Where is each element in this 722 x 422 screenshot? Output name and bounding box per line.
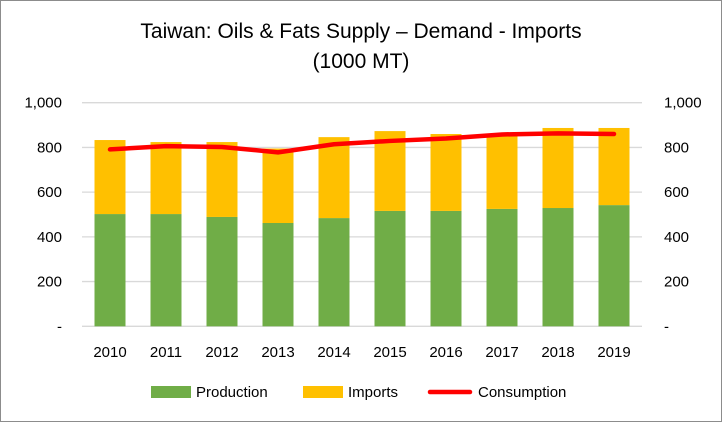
bar-imports — [262, 148, 294, 223]
bar-production — [206, 216, 238, 327]
bar-production — [150, 214, 182, 327]
x-tick-label: 2011 — [150, 344, 182, 361]
bar-imports — [486, 134, 518, 209]
bar-production — [430, 210, 462, 327]
bar-production — [598, 205, 630, 327]
chart-subtitle: (1000 MT) — [312, 50, 410, 73]
x-tick-label: 2019 — [597, 344, 630, 361]
x-tick-label: 2015 — [373, 344, 406, 361]
y-tick-label-left: 200 — [37, 274, 62, 291]
legend-label-consumption: Consumption — [478, 384, 566, 401]
y-tick-label-right: 600 — [664, 184, 689, 201]
bar-imports — [598, 127, 630, 206]
bar-production — [542, 208, 574, 327]
legend-swatch-production — [151, 386, 191, 398]
x-tick-label: 2013 — [261, 344, 294, 361]
y-tick-label-right: - — [664, 318, 669, 335]
bar-imports — [150, 142, 182, 215]
x-tick-label: 2012 — [205, 344, 238, 361]
bar-production — [486, 208, 518, 327]
bar-production — [94, 214, 126, 327]
y-tick-label-right: 1,000 — [664, 95, 702, 112]
y-tick-label-right: 200 — [664, 274, 689, 291]
y-tick-label-left: 800 — [37, 139, 62, 156]
bar-production — [374, 210, 406, 327]
bar-imports — [206, 142, 238, 217]
x-tick-label: 2010 — [93, 344, 126, 361]
bar-imports — [430, 134, 462, 211]
x-tick-label: 2014 — [317, 344, 350, 361]
chart-title: Taiwan: Oils & Fats Supply – Demand - Im… — [140, 20, 582, 43]
y-tick-label-right: 400 — [664, 229, 689, 246]
x-tick-label: 2016 — [429, 344, 462, 361]
x-tick-label: 2018 — [541, 344, 574, 361]
legend-swatch-imports — [303, 386, 343, 398]
legend-label-production: Production — [196, 384, 268, 401]
y-tick-label-left: 1,000 — [24, 95, 62, 112]
bar-imports — [318, 137, 350, 219]
x-tick-label: 2017 — [485, 344, 518, 361]
y-tick-label-left: 400 — [37, 229, 62, 246]
line-consumption — [107, 131, 617, 155]
bar-production — [262, 222, 294, 327]
bar-imports — [94, 140, 126, 215]
y-tick-label-right: 800 — [664, 139, 689, 156]
bar-imports — [374, 131, 406, 211]
bar-production — [318, 218, 350, 327]
y-tick-label-left: - — [57, 318, 62, 335]
legend-label-imports: Imports — [348, 384, 398, 401]
y-tick-label-left: 600 — [37, 184, 62, 201]
bar-imports — [542, 127, 574, 209]
